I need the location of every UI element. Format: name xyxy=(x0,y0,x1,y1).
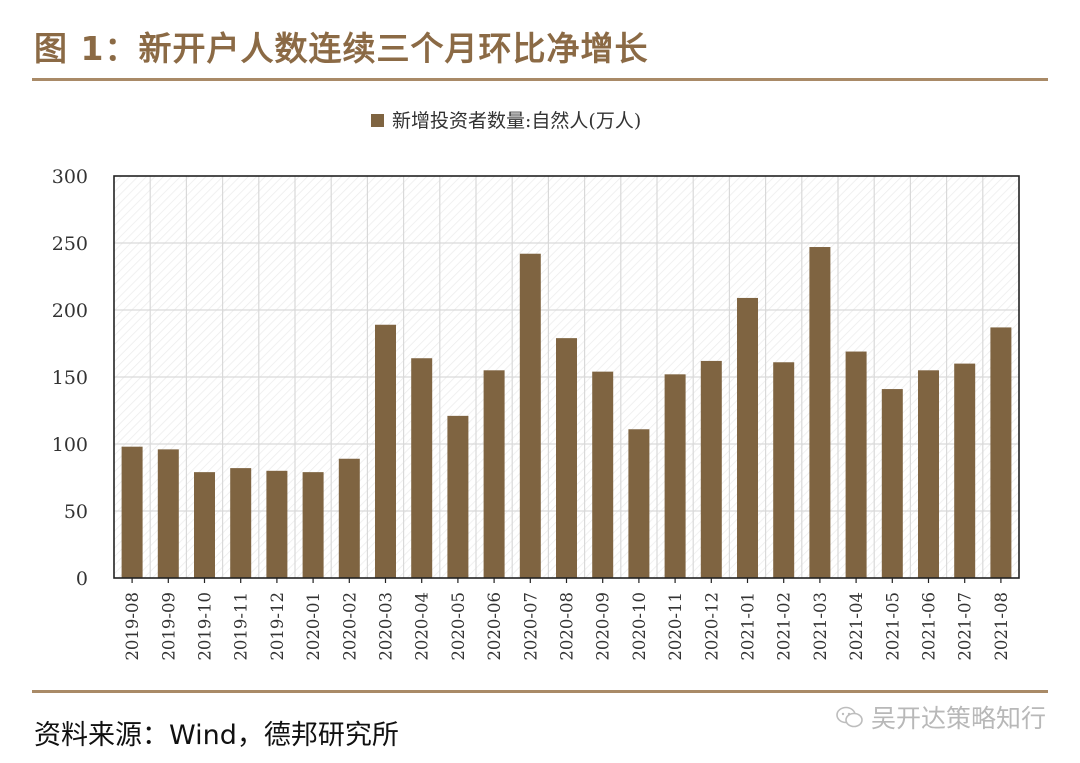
bar-2020-05 xyxy=(447,415,469,578)
x-tick-label: 2019-11 xyxy=(232,592,251,661)
y-tick-label: 300 xyxy=(52,166,88,188)
bar-2020-02 xyxy=(338,458,360,578)
x-tick-label: 2021-08 xyxy=(992,592,1011,661)
bars xyxy=(121,247,1012,578)
y-tick-label: 0 xyxy=(76,568,88,590)
bar-2021-02 xyxy=(773,362,795,578)
bar-2021-04 xyxy=(845,351,867,578)
x-tick-label: 2020-12 xyxy=(702,592,721,661)
x-tick-label: 2021-02 xyxy=(775,592,794,661)
x-tick-label: 2020-07 xyxy=(521,592,540,661)
watermark-text: 吴开达策略知行 xyxy=(870,704,1046,733)
x-tick-label: 2020-02 xyxy=(340,592,359,661)
x-tick-label: 2020-01 xyxy=(304,592,323,661)
bottom-divider xyxy=(32,690,1048,693)
y-tick-label: 100 xyxy=(52,434,88,456)
bar-2020-03 xyxy=(375,324,396,578)
bar-2019-10 xyxy=(194,472,215,578)
x-tick-label: 2021-05 xyxy=(883,592,902,661)
x-tick-label: 2021-01 xyxy=(739,592,758,661)
bar-2021-05 xyxy=(881,389,903,578)
x-tick-label: 2020-04 xyxy=(413,592,432,661)
bar-2021-07 xyxy=(954,363,976,578)
bar-2021-08 xyxy=(990,327,1012,578)
y-tick-label: 50 xyxy=(64,501,88,523)
x-tick-label: 2020-08 xyxy=(558,592,577,661)
top-divider xyxy=(32,78,1048,81)
x-tick-label: 2020-03 xyxy=(377,592,396,661)
y-axis-ticks: 0 50 100 150 200 250 300 xyxy=(52,166,88,590)
bar-2020-11 xyxy=(664,374,686,578)
legend-label: 新增投资者数量:自然人(万人) xyxy=(392,110,641,132)
watermark: 吴开达策略知行 xyxy=(835,699,1046,735)
x-tick-label: 2021-04 xyxy=(847,592,866,661)
gridlines xyxy=(114,176,1019,578)
x-tick-label: 2020-09 xyxy=(594,592,613,661)
bar-2019-08 xyxy=(121,446,143,578)
bar-2020-07 xyxy=(519,253,541,578)
bar-2021-06 xyxy=(918,370,939,578)
bar-2020-10 xyxy=(628,429,650,578)
bar-2019-11 xyxy=(230,468,252,578)
y-tick-label: 150 xyxy=(52,367,88,389)
bar-2020-04 xyxy=(411,358,433,578)
x-tick-label: 2019-09 xyxy=(159,592,178,661)
bar-2020-06 xyxy=(483,370,505,578)
bar-2020-01 xyxy=(302,472,324,578)
bar-2019-12 xyxy=(266,470,288,578)
x-tick-label: 2020-06 xyxy=(485,592,504,661)
bar-2020-12 xyxy=(700,360,722,578)
x-axis-ticks: 2019-08 2019-09 2019-10 2019-11 2019-12 2020-… xyxy=(123,578,1011,661)
wechat-icon xyxy=(836,706,863,728)
plot-border xyxy=(113,175,1020,579)
x-tick-label: 2021-07 xyxy=(956,592,975,661)
x-tick-label: 2020-11 xyxy=(666,592,685,661)
x-tick-label: 2020-10 xyxy=(630,592,649,661)
bar-2020-08 xyxy=(556,338,577,578)
figure-title: 图 1：新开户人数连续三个月环比净增长 xyxy=(34,29,649,68)
bar-2021-01 xyxy=(737,297,758,578)
bar-chart: 新增投资者数量:自然人(万人) 0 50 100 150 200 250 300 2019-… xyxy=(52,110,1020,661)
bar-2019-09 xyxy=(157,449,179,578)
x-tick-label: 2021-03 xyxy=(811,592,830,661)
x-tick-label: 2021-06 xyxy=(920,592,939,661)
x-tick-label: 2019-10 xyxy=(196,592,215,661)
y-tick-label: 200 xyxy=(52,300,88,322)
bar-2021-03 xyxy=(809,247,831,578)
legend: 新增投资者数量:自然人(万人) xyxy=(371,110,641,132)
source-note: 资料来源：Wind，德邦研究所 xyxy=(34,720,399,751)
x-tick-label: 2019-12 xyxy=(268,592,287,661)
legend-swatch xyxy=(371,114,384,127)
x-tick-label: 2019-08 xyxy=(123,592,142,661)
y-tick-label: 250 xyxy=(52,233,88,255)
x-tick-label: 2020-05 xyxy=(449,592,468,661)
bar-2020-09 xyxy=(592,371,614,578)
